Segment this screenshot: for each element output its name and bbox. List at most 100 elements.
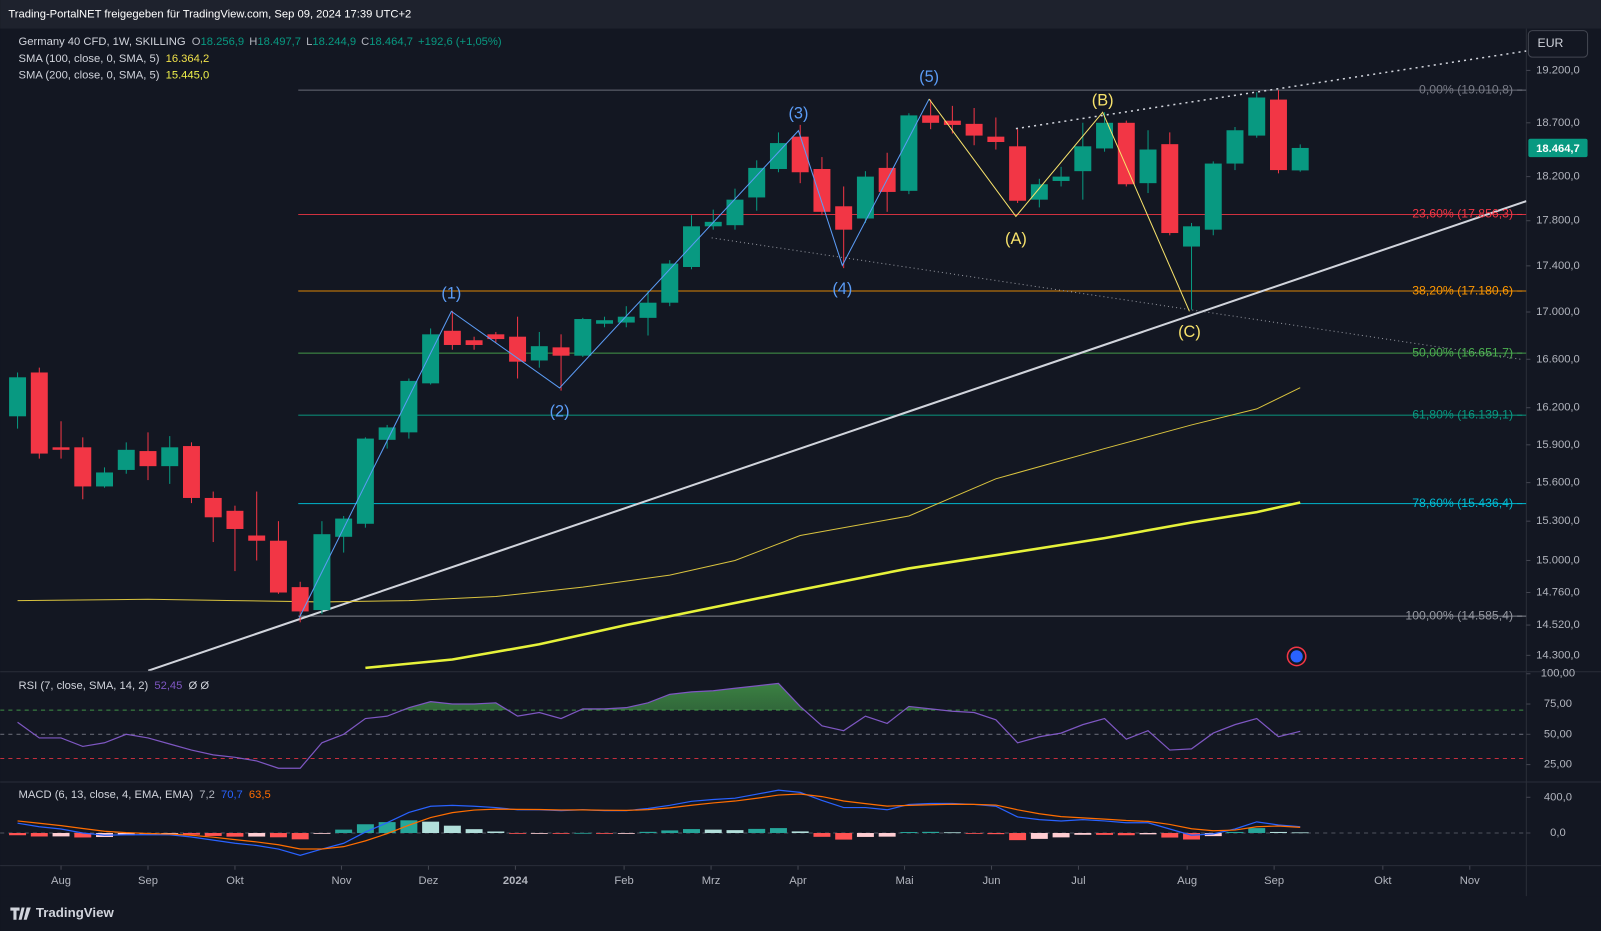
y-tick-label: 15.600,0	[1536, 477, 1580, 489]
macd-histogram-bar	[400, 820, 418, 833]
macd-histogram-bar	[291, 833, 309, 840]
legend-sma-value: 15.445,0	[166, 70, 210, 82]
fib-label: 61,80% (16.139,1)	[1412, 407, 1513, 421]
candle	[1009, 129, 1027, 203]
legend-sma-name: SMA (200, close, 0, SMA, 5)	[19, 70, 160, 82]
macd-histogram-bar	[835, 833, 853, 840]
candle	[400, 378, 418, 439]
x-tick-label: Jun	[982, 875, 1000, 887]
candle-body	[922, 115, 940, 123]
macd-histogram-bar	[356, 824, 374, 833]
macd-histogram-bar	[1096, 833, 1114, 835]
candle-body	[74, 447, 92, 487]
alert-icon	[1286, 646, 1307, 667]
candle-body	[1226, 130, 1244, 164]
wave-label: (2)	[550, 403, 570, 421]
x-tick-label: Sep	[1264, 875, 1284, 887]
y-tick-label: 75,00	[1544, 698, 1572, 710]
x-tick-label: Feb	[614, 875, 633, 887]
macd-histogram-bar	[1183, 833, 1200, 840]
wave-label: (B)	[1092, 91, 1114, 109]
macd-histogram-bar	[52, 833, 70, 837]
macd-histogram-bar	[1204, 833, 1222, 837]
candle	[1139, 130, 1157, 194]
macd-histogram-bar	[1291, 832, 1309, 834]
candle	[269, 521, 287, 594]
candle	[96, 467, 113, 488]
macd-histogram-bar	[530, 833, 548, 834]
candle-body	[552, 347, 570, 356]
macd-histogram-bar	[204, 833, 222, 836]
candle-body	[269, 540, 287, 593]
candle	[1030, 178, 1048, 208]
candle-body	[574, 319, 592, 356]
candle-body	[1030, 184, 1048, 200]
legend-title: Germany 40 CFD, 1W, SKILLING	[19, 36, 186, 48]
legend-key: L	[306, 36, 312, 48]
candle-body	[291, 587, 309, 612]
legend-rsi-value: 52,45	[154, 680, 182, 692]
candle	[465, 336, 483, 350]
macd-line	[17, 789, 1301, 856]
legend-key: H	[249, 36, 257, 48]
candle	[530, 331, 548, 368]
fib-label: 50,00% (16.651,7)	[1412, 345, 1513, 359]
candle	[1204, 161, 1222, 236]
candle	[639, 291, 657, 336]
fib-label: 100,00% (14.585,4)	[1405, 608, 1513, 622]
legend-macd-value: 63,5	[249, 789, 271, 801]
candle	[1248, 92, 1266, 138]
macd-histogram-bar	[922, 831, 940, 833]
legend-macd-value: 70,7	[221, 789, 243, 801]
candle-body	[443, 330, 461, 345]
macd-histogram-bar	[661, 830, 679, 833]
candle	[182, 442, 200, 504]
macd-histogram-bar	[596, 833, 614, 834]
candle-body	[1248, 97, 1266, 136]
candle-body	[769, 143, 787, 169]
macd-histogram-bar	[9, 833, 27, 836]
macd-histogram-bar	[487, 831, 505, 833]
candle-body	[965, 123, 983, 136]
legend-key: O	[192, 36, 201, 48]
candle	[378, 424, 396, 449]
rsi-panel	[0, 682, 1527, 769]
candle-body	[248, 535, 266, 541]
macd-histogram-bar	[987, 833, 1005, 835]
macd-histogram-bar	[683, 829, 700, 833]
y-tick-label: 15.900,0	[1536, 439, 1580, 451]
candle-body	[683, 226, 700, 267]
macd-histogram-bar	[552, 833, 570, 834]
macd-histogram-bar	[769, 828, 787, 833]
macd-histogram-bar	[182, 833, 200, 835]
candle	[139, 432, 157, 481]
legend-sma-name: SMA (100, close, 0, SMA, 5)	[19, 53, 160, 65]
candle	[487, 331, 505, 343]
candle	[835, 186, 853, 269]
candle-body	[378, 427, 396, 440]
x-tick-label: Mai	[896, 875, 914, 887]
price-panel	[9, 50, 1527, 671]
candle-body	[639, 302, 657, 318]
macd-histogram-bar	[422, 821, 440, 833]
y-tick-label: 18.200,0	[1536, 171, 1580, 183]
currency-box	[1527, 30, 1589, 58]
macd-histogram-bar	[1139, 833, 1157, 835]
legend-sma-value: 16.364,2	[166, 53, 210, 65]
candle-body	[400, 380, 418, 433]
candle-body	[791, 136, 809, 173]
candle	[1183, 222, 1200, 310]
legend-key: C	[361, 36, 369, 48]
y-tick-label: 16.600,0	[1536, 353, 1580, 365]
y-tick-label: 0,0	[1550, 827, 1566, 839]
candle-body	[117, 449, 135, 470]
x-tick-label: Apr	[789, 875, 807, 887]
macd-histogram-bar	[878, 833, 896, 837]
macd-histogram-bar	[248, 833, 266, 837]
candle	[922, 99, 940, 130]
candle-body	[748, 167, 766, 198]
y-tick-label: 17.800,0	[1536, 215, 1580, 227]
candle	[1269, 90, 1287, 174]
candle	[1161, 132, 1179, 236]
